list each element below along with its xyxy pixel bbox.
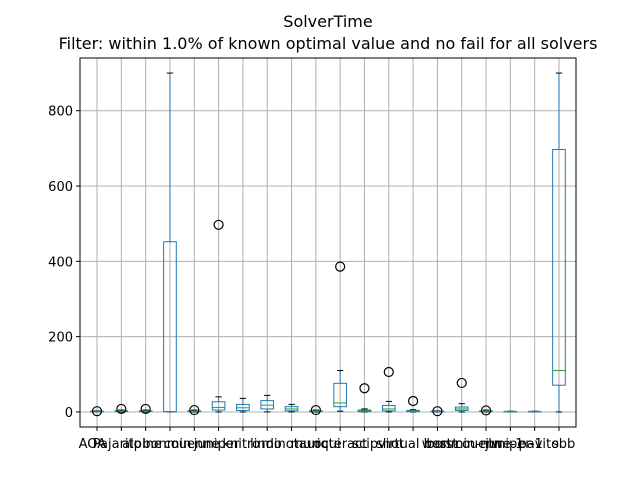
x-tick-label: couenne: [164, 437, 220, 452]
box-AOA: [90, 406, 104, 417]
box-bonmin-nlw: [454, 377, 469, 413]
iqr-box: [333, 382, 347, 408]
x-tick-label: bonmin-nlw: [426, 437, 503, 452]
box-knitro: [236, 397, 250, 413]
x-tick-label: octeract: [314, 437, 368, 452]
box-muriqui: [309, 404, 323, 416]
outlier-point: [383, 366, 394, 378]
box-alpine: [138, 403, 153, 415]
x-tick-label: alpine: [122, 437, 162, 452]
outlier-point: [310, 404, 321, 416]
x-tick-label: worst: [422, 437, 458, 452]
x-tick-label: Pajarito: [93, 437, 142, 452]
x-tick-label: knitro: [222, 437, 260, 452]
outlier-point: [213, 219, 224, 230]
x-tick-label: juniper-1: [484, 437, 542, 452]
x-axis-ticks: AOAPajaritoalpinebonmincouennejuniperkni…: [79, 427, 575, 452]
box-Pajarito: [114, 403, 129, 415]
x-tick-label: muriqui: [291, 437, 341, 452]
x-tick-label: minotaur: [261, 437, 321, 452]
box-couenne: [187, 404, 202, 416]
box-couenne-1: [479, 405, 493, 416]
y-tick-label: 0: [65, 406, 73, 421]
chart-subtitle: Filter: within 1.0% of known optimal val…: [59, 34, 598, 53]
box-juniper: [211, 219, 226, 413]
box-scip: [357, 383, 372, 413]
iqr-box: [552, 148, 566, 386]
outlier-point: [432, 406, 443, 417]
y-tick-label: 600: [48, 180, 73, 195]
box-series: [90, 72, 566, 417]
x-tick-label: AOA: [79, 437, 107, 452]
iqr-box: [211, 401, 226, 411]
y-tick-label: 200: [48, 331, 73, 346]
outlier-point: [91, 406, 103, 417]
box-shot: [381, 366, 396, 413]
outlier-point: [480, 405, 492, 416]
x-tick-label: pavito: [519, 437, 560, 452]
outlier-point: [189, 404, 200, 416]
x-tick-label: couenne-1: [455, 437, 524, 452]
box-bonmin: [163, 72, 177, 413]
box-sbb: [552, 72, 566, 413]
x-tick-label: bonmin: [142, 437, 191, 452]
y-tick-label: 400: [48, 255, 73, 270]
outlier-point: [359, 383, 370, 394]
box-minotaur: [284, 403, 299, 413]
x-tick-label: sbb: [552, 437, 575, 452]
outlier-point: [335, 261, 346, 272]
x-tick-label: lindo: [250, 437, 282, 452]
outlier-point: [456, 377, 467, 389]
box-octeract: [333, 261, 347, 412]
x-tick-label: virtual best: [378, 437, 452, 452]
box-worst: [430, 406, 445, 417]
x-tick-label: scip: [352, 437, 378, 452]
y-axis-ticks: 0 200 400 600 800: [48, 105, 80, 421]
y-tick-label: 800: [48, 105, 73, 120]
grid-lines: [80, 58, 576, 427]
x-tick-label: shot: [376, 437, 404, 452]
chart-title: SolverTime: [283, 12, 372, 31]
box-pavito: [527, 410, 542, 413]
outlier-point: [116, 403, 127, 415]
box-lindo: [260, 394, 275, 413]
box-juniper-1: [503, 410, 518, 413]
box-virtual-best: [406, 395, 420, 413]
outlier-point: [407, 395, 419, 407]
iqr-box: [381, 405, 396, 412]
plot-frame: [79, 57, 577, 428]
x-tick-label: juniper: [193, 437, 240, 452]
outlier-point: [140, 403, 151, 415]
